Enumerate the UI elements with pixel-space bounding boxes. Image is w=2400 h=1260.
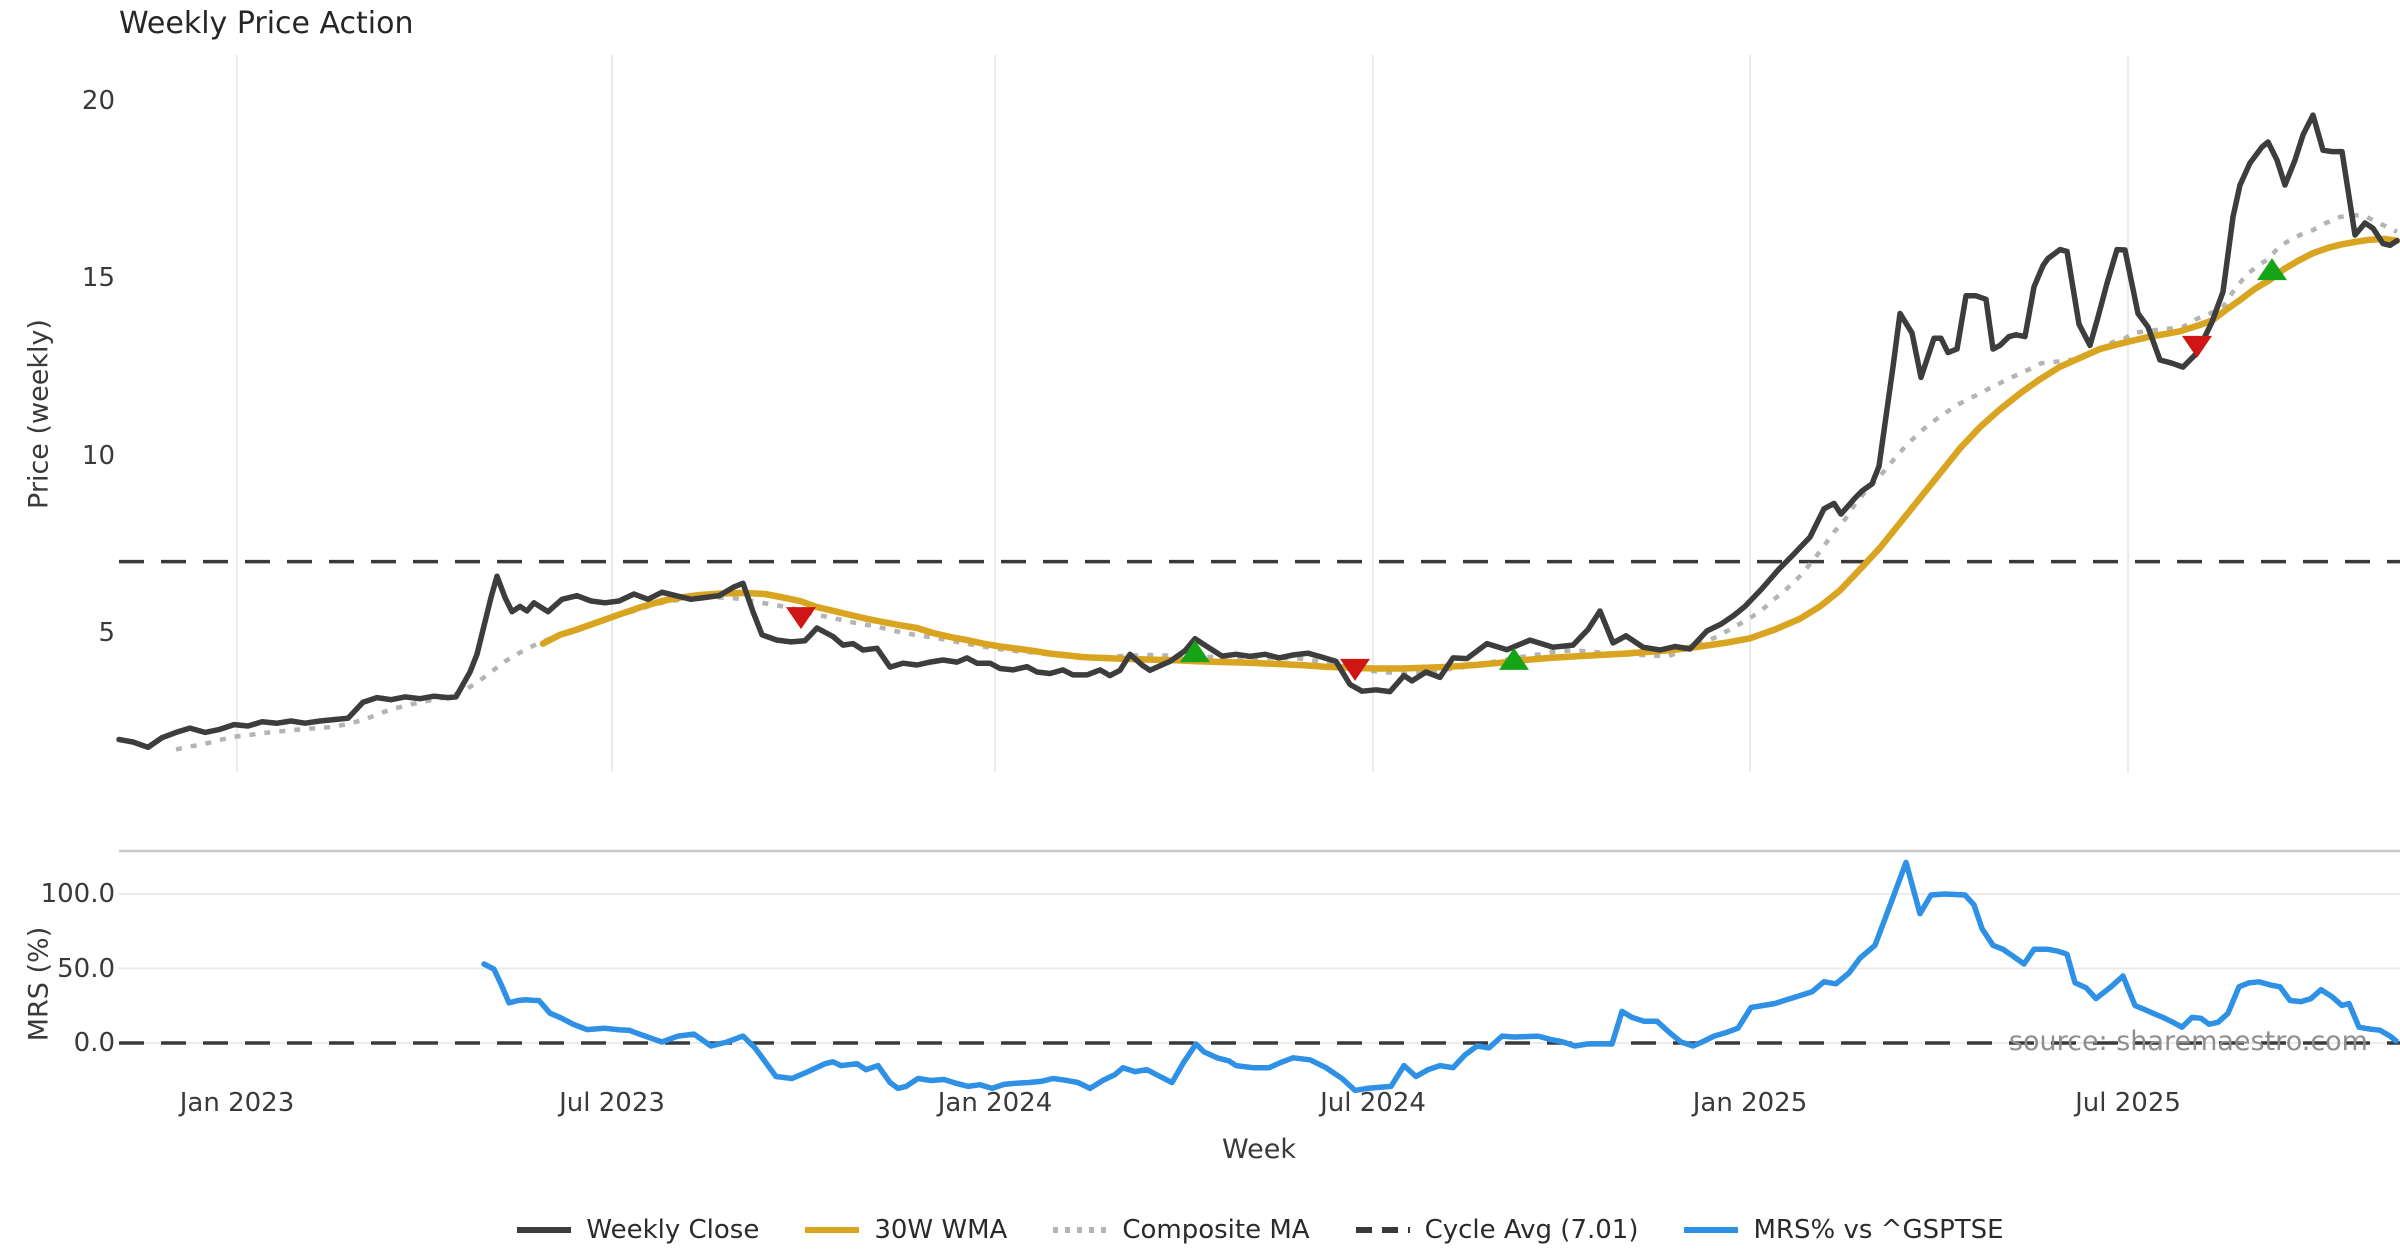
series-weekly-close	[116, 112, 2400, 751]
mrs-y-tick-label: 50.0	[57, 953, 115, 984]
buy-marker-icon	[1180, 640, 1210, 663]
legend-item-30w-wma: 30W WMA	[803, 1215, 1007, 1245]
legend-line-swatch	[1355, 1227, 1410, 1233]
source-note: source: sharemaestro.com	[2008, 1026, 2368, 1057]
sell-marker-icon	[2182, 335, 2212, 358]
price-y-tick-label: 15	[81, 263, 115, 293]
legend-label: MRS% vs ^GSPTSE	[1753, 1215, 2004, 1245]
legend-line-swatch	[517, 1227, 572, 1233]
price-y-tick-label: 5	[98, 618, 115, 648]
buy-marker-icon	[2257, 258, 2287, 281]
x-tick-label: Jan 2024	[937, 1088, 1053, 1118]
mrs-y-tick-label: 0.0	[73, 1028, 115, 1058]
legend-label: Cycle Avg (7.01)	[1424, 1215, 1639, 1245]
legend-label: Weekly Close	[586, 1215, 760, 1245]
price-y-tick-label: 20	[81, 85, 115, 116]
x-tick-label: Jul 2024	[1320, 1088, 1426, 1118]
series-composite-ma	[175, 212, 2398, 752]
x-tick-label: Jul 2023	[559, 1088, 665, 1118]
x-tick-label: Jan 2023	[179, 1088, 295, 1118]
legend: Weekly Close 30W WMA Composite MA Cycle Avg…	[119, 1208, 2400, 1252]
x-axis-label: Week	[1222, 1134, 1296, 1165]
legend-item-cycle-avg-7-01-: Cycle Avg (7.01)	[1354, 1215, 1639, 1245]
legend-line-swatch	[1684, 1227, 1739, 1233]
price-y-tick-label: 10	[81, 440, 115, 471]
x-tick-label: Jul 2025	[2075, 1088, 2181, 1118]
page-title: Weekly Price Action	[119, 6, 414, 41]
buy-marker-icon	[1499, 647, 1529, 670]
legend-item-mrs-vs-gsptse: MRS% vs ^GSPTSE	[1682, 1215, 2004, 1245]
legend-line-swatch	[1053, 1227, 1108, 1233]
sell-marker-icon	[1340, 658, 1370, 681]
legend-item-composite-ma: Composite MA	[1051, 1215, 1310, 1245]
price-y-axis-label: Price (weekly)	[23, 319, 55, 509]
legend-label: Composite MA	[1122, 1215, 1310, 1245]
x-tick-label: Jan 2025	[1692, 1088, 1808, 1118]
legend-item-weekly-close: Weekly Close	[515, 1215, 759, 1245]
sell-marker-icon	[786, 607, 816, 630]
mrs-y-tick-label: 100.0	[40, 879, 115, 909]
legend-label: 30W WMA	[874, 1215, 1008, 1245]
series-mrs-vs-gsptse	[481, 859, 2399, 1094]
series-30w-wma	[539, 235, 2400, 672]
legend-line-swatch	[805, 1227, 860, 1233]
mrs-y-axis-label: MRS (%)	[23, 926, 55, 1042]
